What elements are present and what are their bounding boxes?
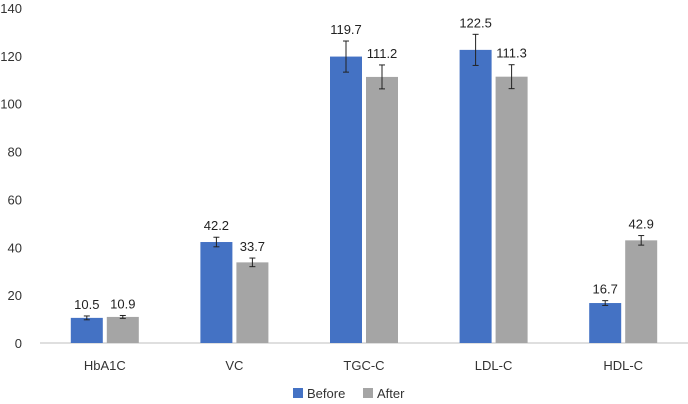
data-label: 10.9 bbox=[110, 296, 135, 311]
bar-before-tgc-c bbox=[330, 56, 362, 343]
legend-label-before: Before bbox=[307, 386, 345, 401]
data-label: 111.2 bbox=[367, 46, 398, 61]
x-tick-label: VC bbox=[225, 358, 243, 373]
legend: Before After bbox=[293, 386, 405, 401]
error-bars bbox=[83, 33, 645, 321]
bar-before-vc bbox=[200, 242, 233, 343]
error-bar bbox=[508, 64, 515, 90]
data-labels: 10.5 10.9 42.2 33.7 119.7 111.2 122.5 111.3 16.7… bbox=[74, 15, 654, 312]
bar-after-hba1c bbox=[106, 316, 139, 343]
error-bar bbox=[343, 40, 349, 73]
error-bar bbox=[379, 64, 385, 90]
error-bar bbox=[472, 33, 479, 66]
y-axis-ticks: 0 20 40 60 80 100 120 140 bbox=[0, 1, 22, 351]
bar-after-ldl-c bbox=[495, 76, 528, 344]
data-label: 33.7 bbox=[240, 239, 265, 254]
bar-after-tgc-c bbox=[366, 76, 398, 344]
data-label: 111.3 bbox=[496, 46, 527, 61]
legend-label-after: After bbox=[377, 386, 405, 401]
bar-before-hba1c bbox=[70, 317, 103, 343]
x-tick-label: HbA1C bbox=[84, 358, 126, 373]
bars bbox=[70, 49, 658, 344]
error-bar bbox=[119, 314, 126, 319]
bar-after-hdl-c bbox=[625, 240, 658, 343]
error-bar bbox=[213, 236, 220, 248]
bar-after-vc bbox=[236, 262, 269, 343]
y-tick-label: 100 bbox=[0, 97, 22, 112]
data-label: 10.5 bbox=[74, 297, 99, 312]
x-tick-label: TGC-C bbox=[343, 358, 384, 373]
x-axis-labels: HbA1C VC TGC-C LDL-C HDL-C bbox=[84, 358, 643, 373]
y-tick-label: 80 bbox=[8, 145, 22, 160]
error-bar bbox=[602, 300, 609, 306]
y-tick-label: 20 bbox=[8, 288, 22, 303]
bar-before-hdl-c bbox=[589, 303, 622, 343]
error-bar bbox=[83, 315, 90, 321]
y-tick-label: 40 bbox=[8, 240, 22, 255]
legend-swatch-before bbox=[293, 388, 303, 398]
data-label: 16.7 bbox=[593, 282, 618, 297]
y-tick-label: 140 bbox=[0, 1, 22, 16]
data-label: 119.7 bbox=[330, 22, 362, 37]
x-tick-label: HDL-C bbox=[603, 358, 643, 373]
data-label: 42.9 bbox=[629, 217, 654, 232]
error-bar bbox=[249, 257, 256, 268]
data-label: 42.2 bbox=[204, 218, 229, 233]
legend-swatch-after bbox=[363, 388, 373, 398]
x-tick-label: LDL-C bbox=[475, 358, 513, 373]
y-tick-label: 0 bbox=[15, 336, 22, 351]
data-label: 122.5 bbox=[459, 15, 492, 30]
y-tick-label: 120 bbox=[0, 49, 22, 64]
error-bar bbox=[638, 235, 645, 246]
y-tick-label: 60 bbox=[8, 192, 22, 207]
bar-before-ldl-c bbox=[459, 49, 492, 343]
